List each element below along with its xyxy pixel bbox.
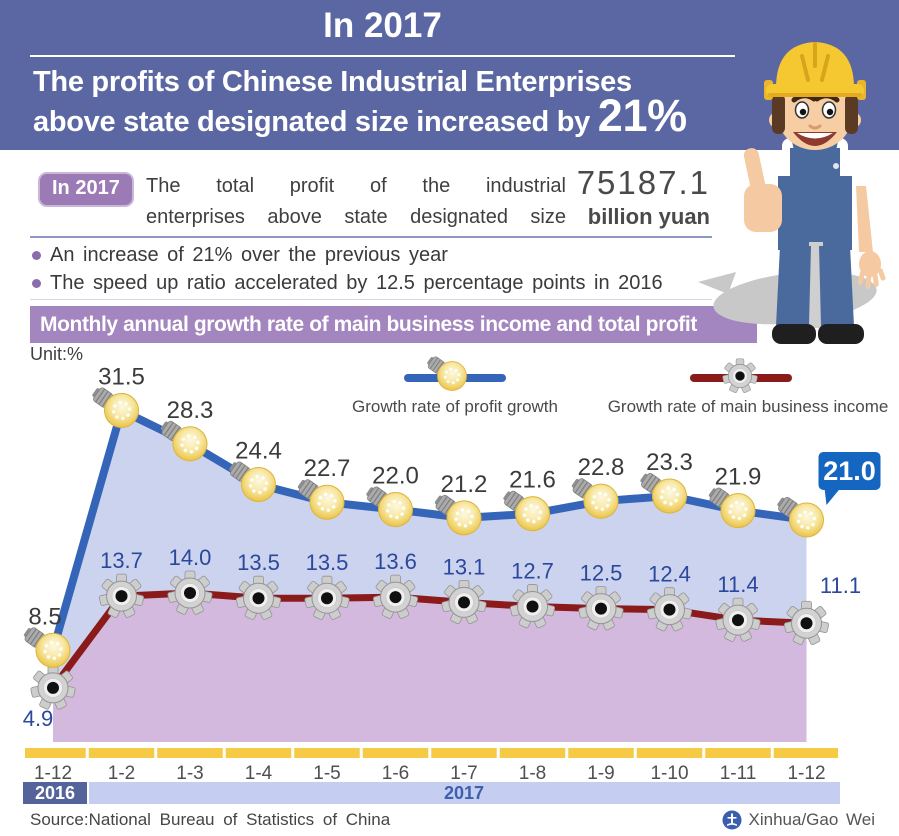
data-point-label: 31.5: [98, 363, 145, 390]
x-axis-bar: [25, 748, 838, 758]
data-point-label: 11.1: [820, 573, 861, 598]
credit-line: Xinhua/Gao Wei: [722, 810, 875, 830]
subtitle-line1: The profits of Chinese Industrial Enterp…: [33, 66, 632, 98]
profit-description-line1: The total profit of the industrial: [146, 175, 566, 197]
profit-amount: 75187.1: [576, 164, 710, 201]
data-point-label: 4.9: [23, 706, 54, 731]
credit-text: Xinhua/Gao Wei: [748, 810, 875, 829]
profit-description: The total profit of the industrial enter…: [146, 171, 566, 233]
month-label: 1-7: [450, 763, 477, 784]
data-point-label: 14.0: [169, 545, 212, 570]
month-label: 1-2: [108, 763, 135, 784]
page-title: In 2017: [323, 6, 442, 45]
subtitle-line2: above state designated size increased by: [33, 106, 598, 138]
profit-description-line2: enterprises above state designated size: [146, 206, 566, 228]
header-banner: In 2017 The profits of Chinese Industria…: [0, 0, 899, 150]
data-point-label: 11.4: [717, 572, 758, 597]
data-point-label: 21.9: [715, 464, 762, 491]
month-label: 1-5: [313, 763, 340, 784]
year-2017-band: [89, 782, 840, 804]
data-point-label: 28.3: [167, 397, 214, 424]
axis-gap: [428, 748, 432, 758]
axis-gap: [154, 748, 158, 758]
data-point-label: 22.8: [578, 454, 625, 481]
data-point-label: 12.7: [511, 559, 554, 584]
section-divider-light: [30, 299, 712, 300]
highlight-badge-tail: [824, 487, 841, 505]
business-income-area: [53, 592, 807, 742]
subtitle-percent: 21%: [597, 90, 687, 141]
data-point-label: 21.6: [509, 467, 556, 494]
data-point-label: 22.0: [372, 463, 419, 490]
axis-gap: [291, 748, 295, 758]
month-label: 1-11: [720, 763, 757, 784]
month-label: 1-10: [650, 763, 688, 784]
data-point-label: 13.5: [306, 550, 349, 575]
page-subtitle: The profits of Chinese Industrial Enterp…: [33, 62, 773, 142]
data-point-label: 22.7: [304, 455, 351, 482]
axis-gap: [496, 748, 500, 758]
bulb: [420, 347, 473, 397]
chart-title-banner: Monthly annual growth rate of main busin…: [30, 306, 757, 343]
data-point-label: 24.4: [235, 438, 282, 465]
key-fact-item: An increase of 21% over the previous yea…: [32, 242, 732, 270]
month-label: 1-12: [34, 763, 72, 784]
month-label: 1-12: [787, 763, 825, 784]
legend-profit-label: Growth rate of profit growth: [352, 397, 558, 416]
year-2017-label: 2017: [444, 783, 484, 803]
profit-value-block: 75187.1 billion yuan: [560, 164, 710, 230]
axis-gap: [85, 748, 89, 758]
data-point-label: 13.5: [237, 550, 280, 575]
month-label: 1-4: [245, 763, 273, 784]
axis-gap: [702, 748, 706, 758]
data-point-label: 13.6: [374, 549, 417, 574]
data-point-label: 8.5: [28, 603, 61, 630]
axis-gap: [359, 748, 363, 758]
thumbs-up-hand: [743, 148, 782, 232]
growth-rate-chart: 4.9 13.7 14.0 13.5 13.5 13.6 13.1 12.7 12.5 12.4 1…: [15, 344, 889, 804]
key-facts-list: An increase of 21% over the previous yea…: [32, 242, 732, 297]
highlight-value: 21.0: [823, 456, 876, 486]
data-point-label: 23.3: [646, 449, 693, 476]
footer: Source:National Bureau of Statistics of …: [30, 806, 875, 834]
xinhua-logo-icon: [722, 810, 742, 830]
unit-label: Unit:%: [30, 344, 83, 364]
key-fact-item: The speed up ratio accelerated by 12.5 p…: [32, 270, 732, 298]
source-note: Source:National Bureau of Statistics of …: [30, 810, 391, 829]
month-label: 1-9: [587, 763, 614, 784]
axis-gap: [222, 748, 226, 758]
month-label: 1-3: [176, 763, 203, 784]
month-label: 1-8: [519, 763, 546, 784]
axis-gap: [633, 748, 637, 758]
legend-income-label: Growth rate of main business income: [608, 397, 889, 416]
axis-gap: [565, 748, 569, 758]
axis-gap: [770, 748, 774, 758]
year-badge: In 2017: [38, 172, 134, 207]
data-point-label: 21.2: [441, 471, 488, 498]
data-point-label: 12.5: [580, 561, 623, 586]
highlight-badge: [818, 451, 881, 490]
month-label: 1-6: [382, 763, 409, 784]
title-divider: [30, 55, 735, 57]
year-2016-band: [23, 782, 87, 804]
profit-amount-unit: billion yuan: [587, 204, 710, 229]
gear: [722, 358, 758, 394]
year-2016-label: 2016: [35, 783, 75, 803]
section-divider: [30, 236, 712, 238]
data-point-label: 13.7: [100, 548, 143, 573]
data-point-label: 13.1: [443, 554, 486, 579]
data-point-label: 12.4: [648, 562, 691, 587]
